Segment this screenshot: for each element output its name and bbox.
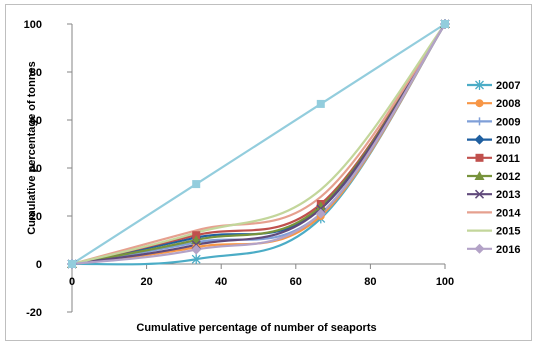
- legend-label-2010: 2010: [496, 135, 520, 147]
- x-tick-label: 80: [364, 276, 376, 288]
- y-axis-title: Cumulative percentage of tonnes: [26, 61, 38, 235]
- x-tick-label: 100: [436, 276, 454, 288]
- data-point-2007: [191, 254, 201, 265]
- series-line-2015: [71, 23, 446, 266]
- x-tick-label: 40: [215, 276, 227, 288]
- series-line-2014: [71, 23, 446, 266]
- legend-marker-2016: [474, 243, 485, 254]
- x-tick-label: 20: [140, 276, 152, 288]
- y-tick-label: 80: [30, 67, 42, 79]
- series-line-2016: [71, 23, 446, 266]
- data-point-equality: [441, 20, 449, 28]
- legend-marker-2007: [475, 80, 484, 90]
- legend-label-2013: 2013: [496, 189, 520, 201]
- y-tick-label: -20: [26, 307, 42, 319]
- y-tick-label: 60: [30, 115, 42, 127]
- legend-label-2014: 2014: [496, 207, 521, 219]
- y-tick-label: 0: [36, 259, 42, 271]
- data-point-2016: [191, 244, 202, 255]
- y-tick-label: 20: [30, 211, 42, 223]
- legend-label-2009: 2009: [496, 116, 520, 128]
- legend-label-2011: 2011: [496, 153, 520, 165]
- data-point-equality: [68, 260, 76, 268]
- series-line-equality: [71, 23, 446, 265]
- legend: 2007 2008 2009 2010 2011 2012 2013 2014 2015 2016: [467, 80, 521, 256]
- legend-label-2016: 2016: [496, 244, 520, 256]
- y-tick-label: 40: [30, 163, 42, 175]
- data-point-equality: [192, 180, 201, 189]
- data-point-2012: [315, 201, 326, 211]
- x-tick-label: 60: [290, 276, 302, 288]
- legend-label-2015: 2015: [496, 226, 520, 238]
- legend-marker-2013: [474, 189, 485, 199]
- y-tick-label: 100: [24, 19, 42, 31]
- data-point-2016: [315, 208, 326, 219]
- chart-frame: [5, 4, 532, 341]
- legend-marker-2010: [474, 134, 485, 145]
- legend-label-2012: 2012: [496, 171, 520, 183]
- legend-marker-2009: [475, 117, 484, 126]
- legend-marker-2011: [475, 153, 484, 162]
- data-point-equality: [316, 99, 325, 108]
- legend-marker-2012: [474, 171, 485, 180]
- x-tick-label: 0: [69, 276, 75, 288]
- legend-marker-2008: [475, 99, 484, 108]
- x-axis-title: Cumulative percentage of number of seapo…: [136, 322, 376, 334]
- legend-label-2007: 2007: [496, 80, 520, 92]
- legend-label-2008: 2008: [496, 98, 520, 110]
